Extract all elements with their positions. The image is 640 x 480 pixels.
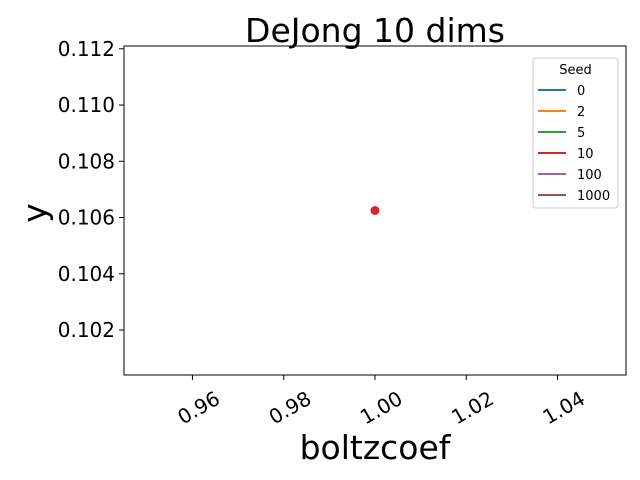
legend-title: Seed bbox=[559, 63, 592, 78]
y-axis-label: y bbox=[15, 203, 54, 223]
legend-label-seed-1000: 1000 bbox=[577, 189, 610, 204]
y-tick-label: 0.112 bbox=[58, 37, 115, 61]
y-tick-label: 0.104 bbox=[58, 262, 115, 286]
legend: Seed 0 2 5 10 100 1000 bbox=[532, 57, 619, 209]
legend-label-seed-10: 10 bbox=[577, 147, 594, 162]
y-tick-label: 0.110 bbox=[58, 93, 115, 117]
legend-box bbox=[532, 57, 619, 209]
legend-label-seed-5: 5 bbox=[577, 126, 585, 141]
legend-label-seed-2: 2 bbox=[577, 105, 585, 120]
legend-label-seed-100: 100 bbox=[577, 168, 602, 183]
data-point-seed-10 bbox=[370, 206, 380, 215]
y-tick-label: 0.108 bbox=[58, 149, 115, 173]
x-axis-label: boltzcoef bbox=[300, 428, 452, 467]
y-tick-label: 0.106 bbox=[58, 206, 115, 230]
chart-title: DeJong 10 dims bbox=[245, 11, 505, 50]
y-tick-label: 0.102 bbox=[58, 318, 115, 342]
legend-label-seed-0: 0 bbox=[577, 84, 585, 99]
